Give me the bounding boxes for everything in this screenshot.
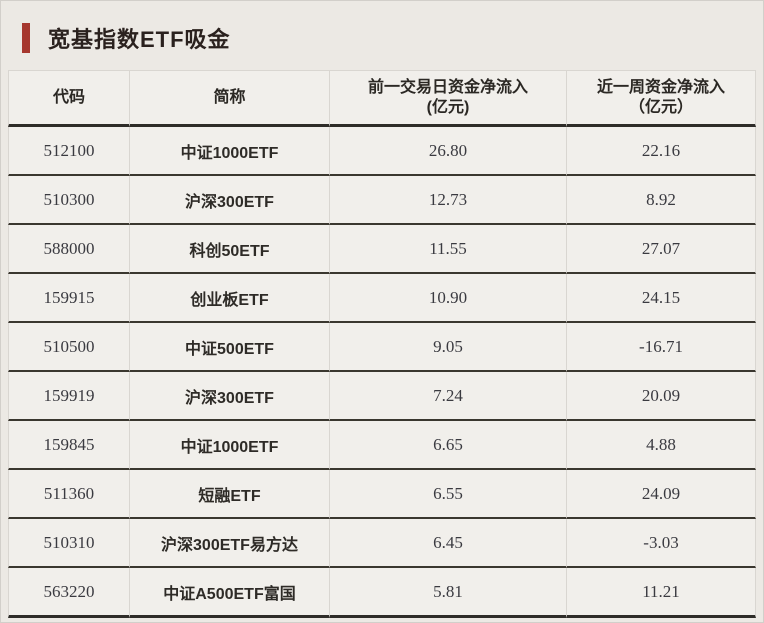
cell-code: 511360 [8, 470, 130, 519]
table-row: 159915 创业板ETF 10.90 24.15 [8, 274, 756, 323]
cell-prev-day-net-inflow: 6.55 [330, 470, 567, 519]
cell-week-net-inflow: 24.09 [567, 470, 756, 519]
table-body: 512100 中证1000ETF 26.80 22.16 510300 沪深300ETF 1… [8, 127, 756, 618]
cell-prev-day-net-inflow: 7.24 [330, 372, 567, 421]
cell-week-net-inflow: 11.21 [567, 568, 756, 618]
cell-code: 510300 [8, 176, 130, 225]
cell-week-net-inflow: 27.07 [567, 225, 756, 274]
cell-name: 中证1000ETF [130, 421, 330, 470]
table-row: 588000 科创50ETF 11.55 27.07 [8, 225, 756, 274]
table-row: 159845 中证1000ETF 6.65 4.88 [8, 421, 756, 470]
column-header-label: 代码 [52, 88, 85, 106]
cell-name: 中证500ETF [130, 323, 330, 372]
table-row: 511360 短融ETF 6.55 24.09 [8, 470, 756, 519]
title-accent-bar [22, 23, 30, 53]
cell-code: 510500 [8, 323, 130, 372]
cell-prev-day-net-inflow: 6.45 [330, 519, 567, 568]
cell-week-net-inflow: -3.03 [567, 519, 756, 568]
cell-code: 512100 [8, 127, 130, 176]
table-header-row: 代码 简称 前一交易日资金净流入 (亿元) 近一周资金净流入 （亿元） [8, 70, 756, 127]
cell-name: 科创50ETF [130, 225, 330, 274]
cell-code: 563220 [8, 568, 130, 618]
cell-prev-day-net-inflow: 10.90 [330, 274, 567, 323]
column-header-3: 近一周资金净流入 （亿元） [567, 70, 756, 127]
cell-prev-day-net-inflow: 9.05 [330, 323, 567, 372]
cell-prev-day-net-inflow: 6.65 [330, 421, 567, 470]
column-header-2: 前一交易日资金净流入 (亿元) [330, 70, 567, 127]
table-row: 512100 中证1000ETF 26.80 22.16 [8, 127, 756, 176]
table-row: 510300 沪深300ETF 12.73 8.92 [8, 176, 756, 225]
cell-code: 159919 [8, 372, 130, 421]
cell-name: 创业板ETF [130, 274, 330, 323]
cell-week-net-inflow: 4.88 [567, 421, 756, 470]
table-row: 159919 沪深300ETF 7.24 20.09 [8, 372, 756, 421]
column-header-unit: (亿元) [426, 98, 470, 116]
cell-name: 中证A500ETF富国 [130, 568, 330, 618]
cell-prev-day-net-inflow: 12.73 [330, 176, 567, 225]
table-row: 510310 沪深300ETF易方达 6.45 -3.03 [8, 519, 756, 568]
section-title-row: 宽基指数ETF吸金 [0, 0, 764, 60]
cell-week-net-inflow: 22.16 [567, 127, 756, 176]
cell-week-net-inflow: 24.15 [567, 274, 756, 323]
etf-fund-flow-table: 代码 简称 前一交易日资金净流入 (亿元) 近一周资金净流入 （亿元） 512100 中证1… [8, 70, 756, 618]
cell-name: 沪深300ETF [130, 176, 330, 225]
cell-week-net-inflow: 8.92 [567, 176, 756, 225]
cell-code: 159915 [8, 274, 130, 323]
column-header-0: 代码 [8, 70, 130, 127]
cell-code: 510310 [8, 519, 130, 568]
column-header-label: 前一交易日资金净流入 [367, 78, 528, 96]
cell-prev-day-net-inflow: 26.80 [330, 127, 567, 176]
cell-week-net-inflow: -16.71 [567, 323, 756, 372]
column-header-label: 简称 [213, 88, 246, 106]
page-title: 宽基指数ETF吸金 [48, 27, 231, 52]
cell-prev-day-net-inflow: 11.55 [330, 225, 567, 274]
cell-week-net-inflow: 20.09 [567, 372, 756, 421]
cell-code: 159845 [8, 421, 130, 470]
cell-name: 短融ETF [130, 470, 330, 519]
cell-name: 中证1000ETF [130, 127, 330, 176]
cell-name: 沪深300ETF [130, 372, 330, 421]
cell-name: 沪深300ETF易方达 [130, 519, 330, 568]
column-header-label: 近一周资金净流入 [596, 78, 725, 96]
cell-prev-day-net-inflow: 5.81 [330, 568, 567, 618]
cell-code: 588000 [8, 225, 130, 274]
table-row: 563220 中证A500ETF富国 5.81 11.21 [8, 568, 756, 618]
column-header-1: 简称 [130, 70, 330, 127]
table-row: 510500 中证500ETF 9.05 -16.71 [8, 323, 756, 372]
column-header-unit: （亿元） [628, 98, 693, 116]
